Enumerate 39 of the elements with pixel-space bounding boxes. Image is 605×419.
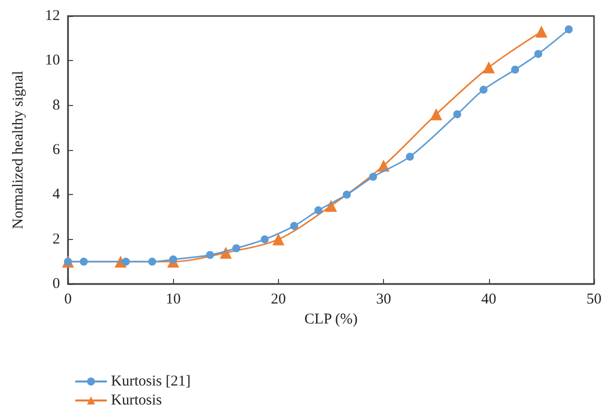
- y-tick-label: 4: [52, 186, 60, 203]
- point: [534, 50, 542, 58]
- point: [564, 25, 573, 34]
- point: [148, 258, 156, 266]
- point: [453, 110, 462, 118]
- point: [122, 258, 130, 266]
- y-tick-label: 0: [52, 276, 60, 292]
- y-tick-label: 2: [52, 231, 60, 248]
- point: [342, 190, 351, 199]
- x-axis-title: CLP (%): [304, 312, 358, 328]
- point: [290, 222, 298, 230]
- point: [480, 86, 488, 94]
- legend-label: Kurtosis: [111, 392, 162, 408]
- point: [260, 235, 269, 244]
- point: [232, 244, 240, 252]
- y-tick-label: 10: [45, 52, 60, 69]
- point: [206, 250, 214, 259]
- point: [272, 233, 284, 246]
- y-tick-label: 8: [52, 97, 60, 114]
- point: [535, 26, 548, 38]
- point: [314, 206, 322, 214]
- point: [430, 108, 442, 120]
- x-tick-label: 40: [481, 292, 496, 308]
- point: [511, 66, 520, 74]
- y-axis-title: Normalized healthy signal: [10, 70, 26, 230]
- point: [325, 200, 337, 212]
- point: [80, 258, 88, 266]
- point: [406, 152, 414, 161]
- x-tick-label: 20: [270, 292, 286, 308]
- x-tick-label: 10: [166, 292, 181, 308]
- x-tick-label: 50: [586, 292, 602, 308]
- legend-label: Kurtosis [21]: [111, 374, 191, 390]
- x-tick-label: 0: [64, 292, 72, 308]
- point: [169, 255, 178, 264]
- point: [482, 61, 495, 74]
- point: [369, 172, 378, 181]
- y-tick-label: 12: [45, 8, 60, 24]
- x-tick-label: 30: [376, 292, 392, 308]
- y-tick-label: 6: [52, 142, 60, 158]
